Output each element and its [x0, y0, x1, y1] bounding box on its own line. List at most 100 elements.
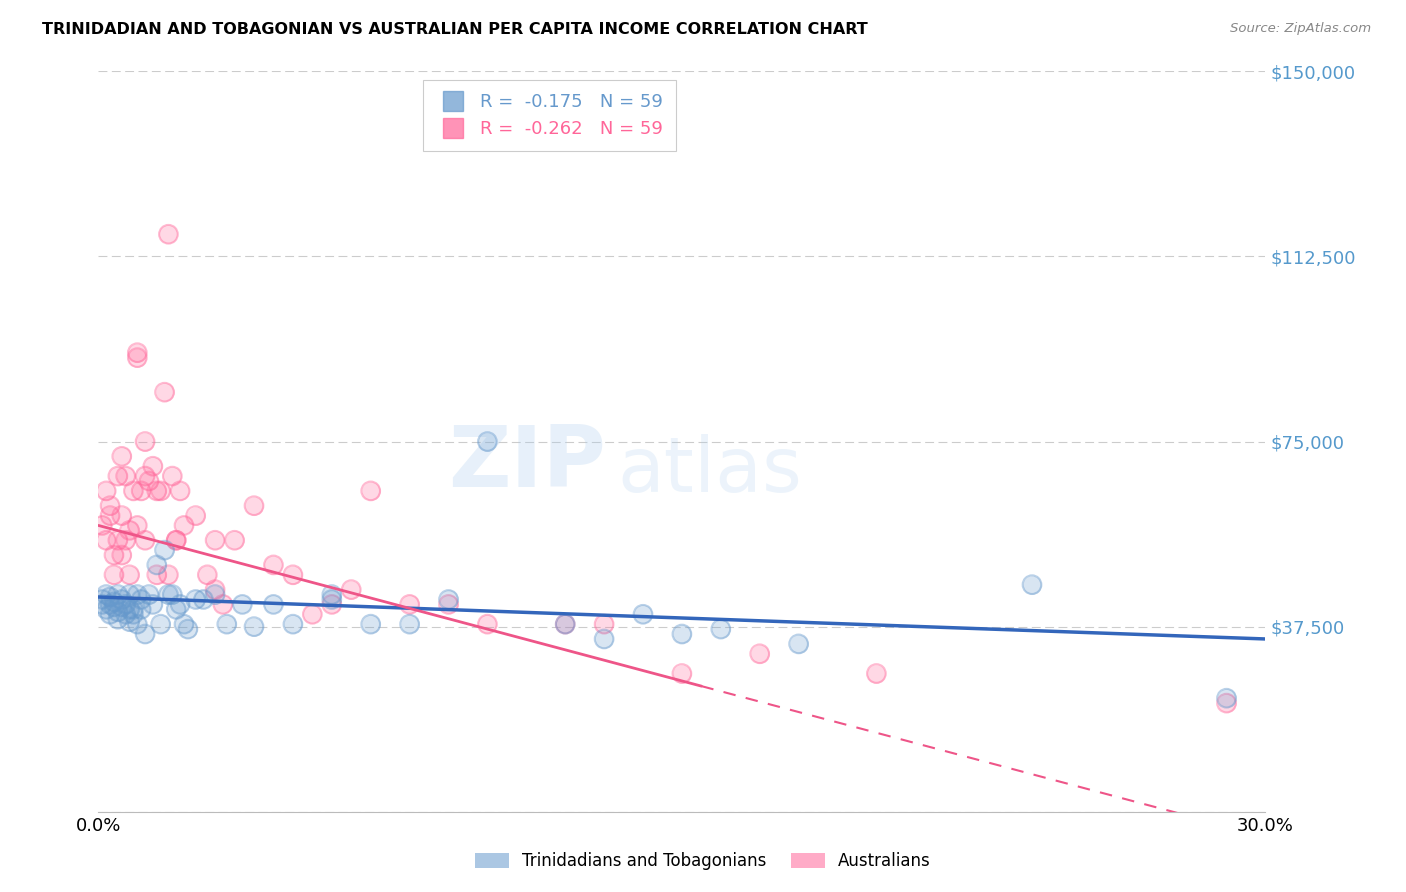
- Legend: Trinidadians and Tobagonians, Australians: Trinidadians and Tobagonians, Australian…: [468, 846, 938, 877]
- Point: [118, 602, 141, 616]
- Point: [215, 617, 238, 632]
- Point: [107, 533, 129, 548]
- Point: [1215, 691, 1237, 706]
- Point: [129, 602, 152, 616]
- Point: [162, 588, 184, 602]
- Point: [96, 588, 118, 602]
- Point: [173, 617, 195, 632]
- Point: [142, 598, 165, 612]
- Point: [98, 508, 121, 523]
- Point: [138, 588, 160, 602]
- Point: [111, 450, 134, 464]
- Point: [103, 599, 125, 614]
- Point: [231, 598, 253, 612]
- Point: [134, 533, 156, 548]
- Point: [114, 469, 136, 483]
- Point: [114, 533, 136, 548]
- Point: [162, 469, 184, 483]
- Point: [122, 483, 145, 498]
- Point: [107, 469, 129, 483]
- Point: [224, 533, 246, 548]
- Point: [193, 592, 215, 607]
- Point: [631, 607, 654, 622]
- Point: [114, 598, 136, 612]
- Point: [437, 598, 460, 612]
- Point: [593, 632, 616, 646]
- Point: [262, 558, 284, 572]
- Point: [184, 508, 207, 523]
- Point: [111, 599, 134, 614]
- Point: [262, 558, 284, 572]
- Point: [321, 598, 343, 612]
- Point: [142, 598, 165, 612]
- Point: [1215, 696, 1237, 710]
- Point: [173, 518, 195, 533]
- Point: [127, 518, 149, 533]
- Point: [111, 599, 134, 614]
- Point: [437, 592, 460, 607]
- Point: [157, 588, 180, 602]
- Point: [138, 588, 160, 602]
- Point: [98, 508, 121, 523]
- Point: [321, 592, 343, 607]
- Point: [173, 518, 195, 533]
- Point: [118, 588, 141, 602]
- Point: [129, 483, 152, 498]
- Point: [127, 588, 149, 602]
- Point: [146, 567, 169, 582]
- Point: [360, 483, 382, 498]
- Point: [398, 598, 420, 612]
- Point: [224, 533, 246, 548]
- Point: [129, 592, 152, 607]
- Point: [114, 469, 136, 483]
- Point: [554, 617, 576, 632]
- Point: [671, 627, 693, 641]
- Point: [122, 602, 145, 616]
- Point: [173, 617, 195, 632]
- Point: [554, 617, 576, 632]
- Point: [193, 592, 215, 607]
- Point: [165, 533, 187, 548]
- Point: [787, 637, 810, 651]
- Point: [162, 469, 184, 483]
- Point: [129, 483, 152, 498]
- Point: [593, 617, 616, 632]
- Point: [127, 351, 149, 365]
- Point: [437, 592, 460, 607]
- Point: [671, 666, 693, 681]
- Point: [146, 567, 169, 582]
- Point: [671, 627, 693, 641]
- Point: [593, 617, 616, 632]
- Point: [865, 666, 887, 681]
- Point: [281, 567, 304, 582]
- Text: atlas: atlas: [617, 434, 803, 508]
- Point: [129, 602, 152, 616]
- Legend: R =  -0.175   N = 59, R =  -0.262   N = 59: R = -0.175 N = 59, R = -0.262 N = 59: [423, 80, 676, 151]
- Point: [138, 474, 160, 488]
- Point: [98, 607, 121, 622]
- Point: [107, 588, 129, 602]
- Point: [204, 588, 226, 602]
- Point: [146, 558, 169, 572]
- Point: [321, 588, 343, 602]
- Point: [1215, 696, 1237, 710]
- Point: [153, 385, 176, 400]
- Point: [1021, 577, 1043, 591]
- Point: [127, 351, 149, 365]
- Point: [122, 602, 145, 616]
- Point: [111, 592, 134, 607]
- Point: [91, 598, 114, 612]
- Point: [114, 607, 136, 622]
- Point: [134, 434, 156, 449]
- Point: [122, 607, 145, 622]
- Point: [169, 598, 191, 612]
- Point: [398, 598, 420, 612]
- Point: [98, 598, 121, 612]
- Point: [554, 617, 576, 632]
- Point: [360, 617, 382, 632]
- Point: [165, 533, 187, 548]
- Point: [96, 483, 118, 498]
- Point: [127, 588, 149, 602]
- Point: [118, 567, 141, 582]
- Point: [111, 508, 134, 523]
